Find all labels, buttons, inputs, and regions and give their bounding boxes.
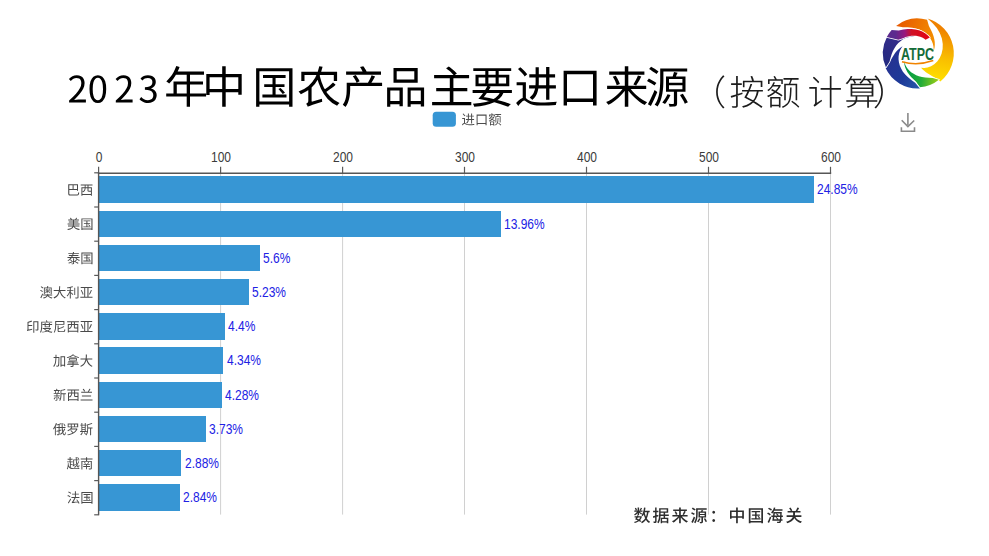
svg-text:ATPC: ATPC	[901, 46, 934, 64]
